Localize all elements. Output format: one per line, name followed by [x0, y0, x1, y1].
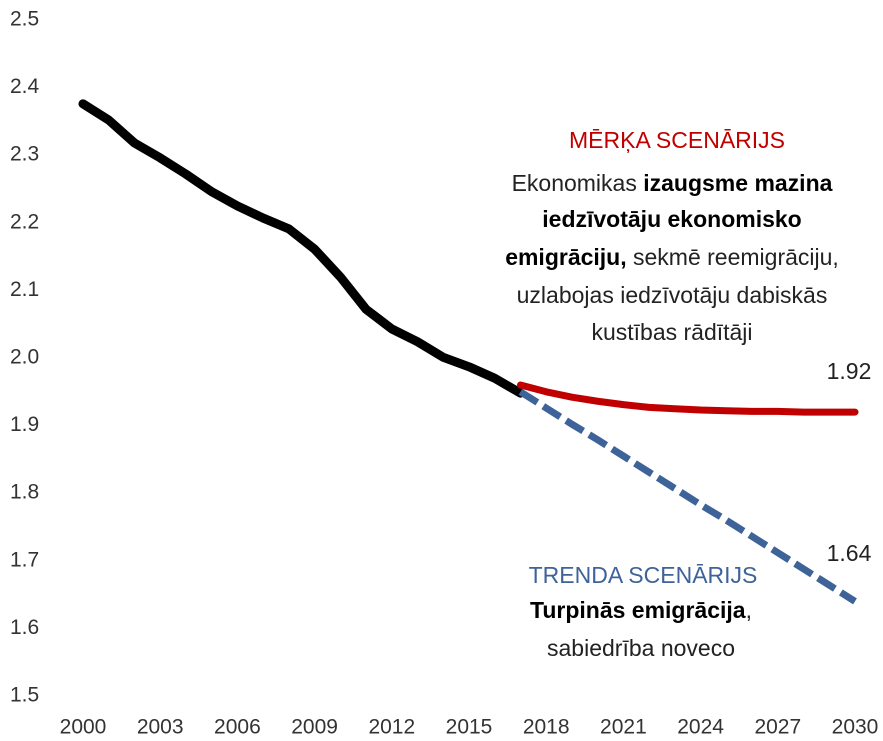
annotation-segment: kustības rādītāji	[591, 319, 752, 345]
annotation-segment: emigrāciju,	[505, 244, 626, 270]
series-line	[78, 99, 525, 398]
annotation-line: Ekonomikas izaugsme mazina	[512, 170, 833, 196]
annotation-segment: Ekonomikas	[512, 170, 644, 196]
series-line	[518, 388, 857, 605]
annotation-segment: Turpinās emigrācija	[530, 597, 746, 623]
y-tick-label: 1.9	[10, 413, 39, 436]
x-tick-label: 2018	[523, 716, 570, 739]
annotation-line: kustības rādītāji	[591, 319, 752, 345]
x-tick-label: 2027	[754, 716, 801, 739]
annotation-title: MĒRĶA SCENĀRIJS	[569, 127, 785, 153]
annotation-line: uzlabojas iedzīvotāju dabiskās	[517, 282, 828, 308]
y-tick-label: 2.0	[10, 346, 39, 369]
y-tick-label: 2.2	[10, 210, 39, 233]
annotation-segment: sabiedrība noveco	[547, 635, 735, 661]
y-tick-label: 2.4	[10, 75, 40, 98]
data-label: 1.64	[827, 540, 872, 566]
x-tick-label: 2024	[677, 716, 724, 739]
annotation-line: Turpinās emigrācija,	[530, 597, 752, 623]
y-tick-label: 2.1	[10, 278, 39, 301]
annotation-segment: ,	[746, 597, 752, 623]
x-tick-label: 2015	[446, 716, 493, 739]
annotation-segment: izaugsme mazina	[643, 170, 832, 196]
y-tick-label: 2.3	[10, 143, 39, 166]
x-tick-label: 2021	[600, 716, 647, 739]
x-tick-label: 2006	[214, 716, 261, 739]
annotation-segment: sekmē reemigrāciju,	[627, 244, 839, 270]
annotation-segment: uzlabojas iedzīvotāju dabiskās	[517, 282, 828, 308]
annotation-line: emigrāciju, sekmē reemigrāciju,	[505, 244, 839, 270]
y-tick-label: 1.8	[10, 481, 39, 504]
y-tick-label: 1.7	[10, 548, 39, 571]
y-tick-label: 1.6	[10, 616, 39, 639]
annotation-line: iedzīvotāju ekonomisko	[542, 206, 801, 232]
x-tick-label: 2009	[291, 716, 338, 739]
y-tick-label: 2.5	[10, 8, 39, 31]
y-tick-label: 1.5	[10, 684, 39, 707]
x-tick-label: 2012	[368, 716, 415, 739]
annotation-title: TRENDA SCENĀRIJS	[529, 562, 758, 588]
data-label: 1.92	[827, 358, 872, 384]
series-line	[516, 381, 859, 416]
x-tick-label: 2000	[60, 716, 107, 739]
x-tick-label: 2030	[832, 716, 879, 739]
annotation-line: sabiedrība noveco	[547, 635, 735, 661]
x-tick-label: 2003	[137, 716, 184, 739]
annotation-segment: iedzīvotāju ekonomisko	[542, 206, 801, 232]
